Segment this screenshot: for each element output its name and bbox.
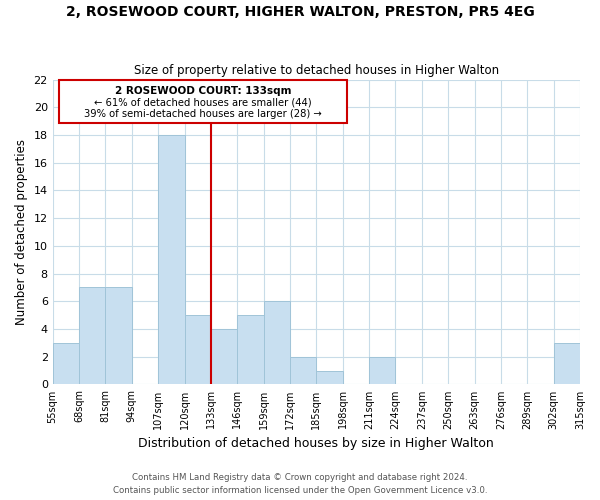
Text: 2 ROSEWOOD COURT: 133sqm: 2 ROSEWOOD COURT: 133sqm	[115, 86, 291, 96]
Text: 39% of semi-detached houses are larger (28) →: 39% of semi-detached houses are larger (…	[84, 110, 322, 120]
Text: Contains HM Land Registry data © Crown copyright and database right 2024.
Contai: Contains HM Land Registry data © Crown c…	[113, 474, 487, 495]
Bar	[369, 356, 395, 384]
Bar	[185, 315, 211, 384]
Bar	[79, 288, 106, 384]
Text: 2, ROSEWOOD COURT, HIGHER WALTON, PRESTON, PR5 4EG: 2, ROSEWOOD COURT, HIGHER WALTON, PRESTO…	[65, 5, 535, 19]
Bar	[554, 343, 580, 384]
Text: ← 61% of detached houses are smaller (44): ← 61% of detached houses are smaller (44…	[94, 98, 311, 108]
Bar	[290, 356, 316, 384]
Title: Size of property relative to detached houses in Higher Walton: Size of property relative to detached ho…	[134, 64, 499, 77]
Bar	[211, 329, 237, 384]
Bar	[316, 370, 343, 384]
X-axis label: Distribution of detached houses by size in Higher Walton: Distribution of detached houses by size …	[139, 437, 494, 450]
Bar	[237, 315, 263, 384]
Bar	[53, 343, 79, 384]
Y-axis label: Number of detached properties: Number of detached properties	[15, 139, 28, 325]
Bar	[106, 288, 132, 384]
FancyBboxPatch shape	[59, 80, 347, 122]
Bar	[263, 302, 290, 384]
Bar	[158, 135, 185, 384]
